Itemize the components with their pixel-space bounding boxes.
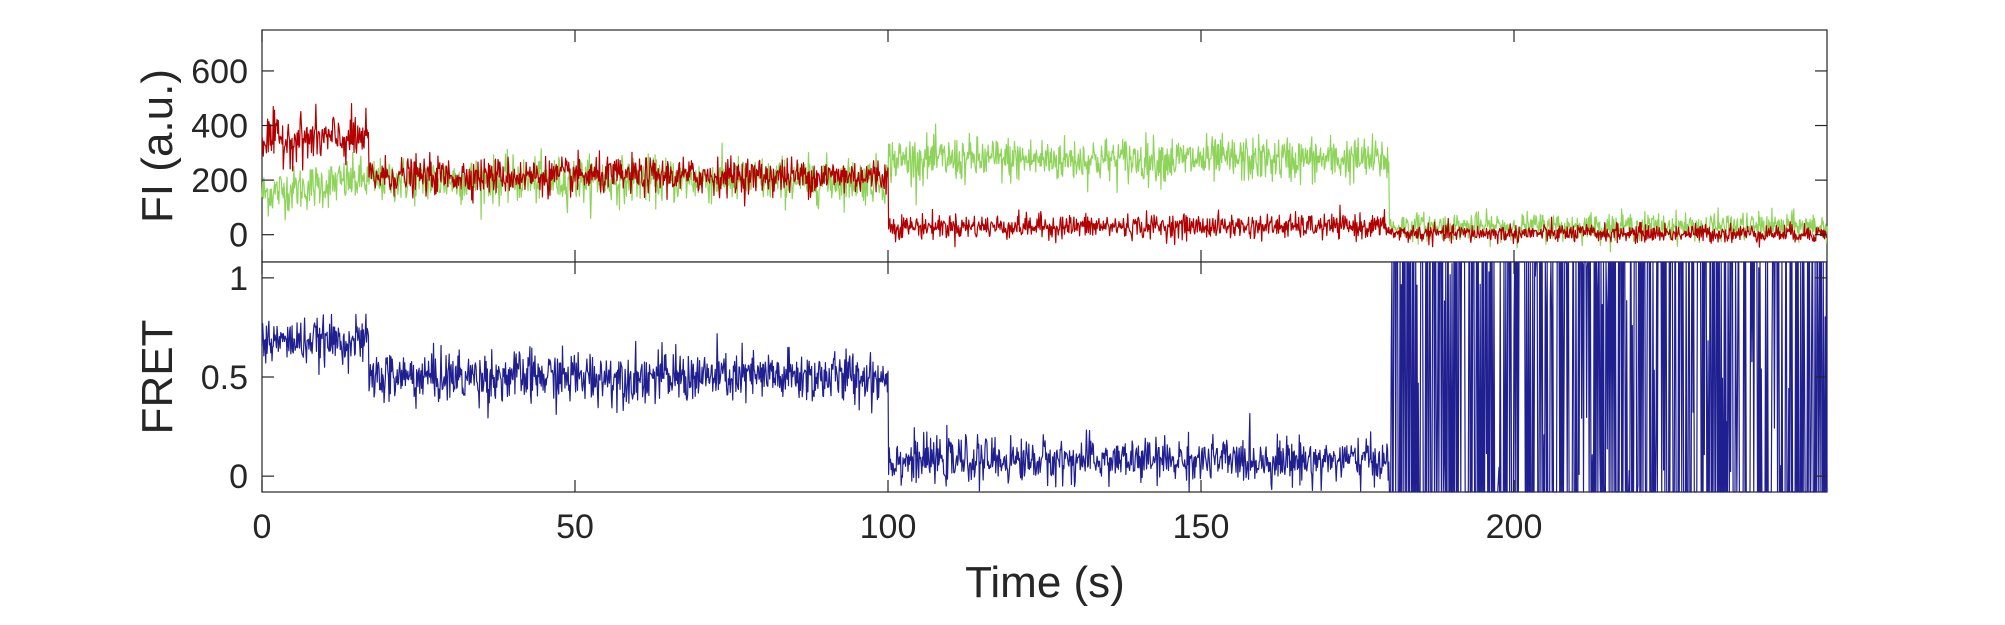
fret-ticks: 0 0.5 1 0 50 100 150 200 <box>201 260 1827 546</box>
fluorescence-series-group <box>261 102 1828 253</box>
fluorescence-ylabel: FI (a.u.) <box>133 69 182 223</box>
fluorescence-series-line-0 <box>261 123 1828 253</box>
time-xlabel: Time (s) <box>965 558 1125 607</box>
time-xtick-label: 150 <box>1173 508 1230 546</box>
time-xtick-label: 50 <box>556 508 594 546</box>
fluorescence-ticks: 0 200 400 600 <box>191 30 1827 262</box>
fluorescence-panel: 0 200 400 600 FI (a.u.) <box>133 29 1828 263</box>
fluorescence-ytick-label: 400 <box>191 108 248 146</box>
time-xtick-label: 0 <box>253 508 272 546</box>
fret-ytick-label: 0 <box>229 458 248 496</box>
time-xtick-label: 100 <box>860 508 917 546</box>
fret-ylabel: FRET <box>133 320 182 435</box>
fret-ytick-label: 1 <box>229 260 248 298</box>
time-xtick-label: 200 <box>1486 508 1543 546</box>
fluorescence-ytick-label: 0 <box>229 217 248 255</box>
fluorescence-ytick-label: 200 <box>191 162 248 200</box>
fluorescence-ytick-label: 600 <box>191 53 248 91</box>
fret-panel: 0 0.5 1 0 50 100 150 200 FRET Time (s) <box>133 260 1828 607</box>
fluorescence-series-line-1 <box>261 102 1828 248</box>
fret-series-group <box>261 261 1828 493</box>
fret-ytick-label: 0.5 <box>201 359 248 397</box>
fret-series-line-0 <box>261 261 1828 493</box>
